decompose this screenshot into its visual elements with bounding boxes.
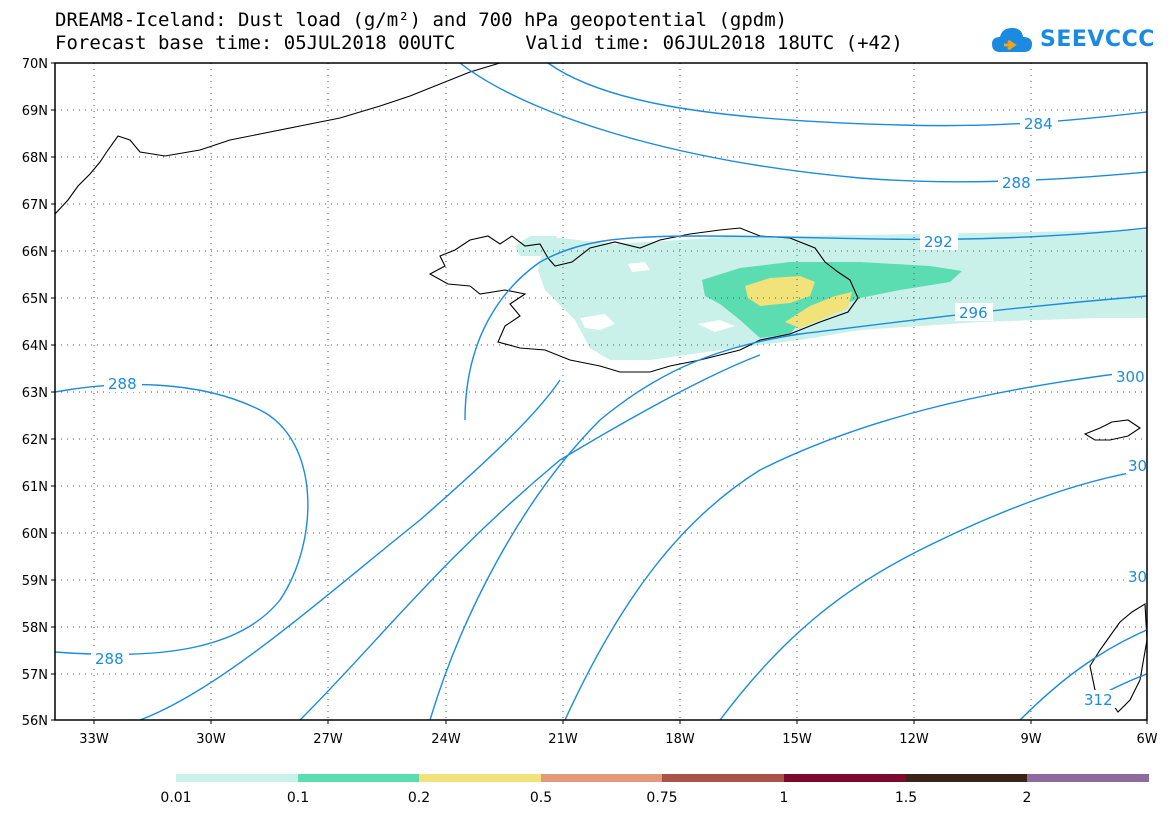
lat-label: 68N xyxy=(22,151,48,166)
lat-label: 62N xyxy=(22,433,48,448)
colorbar-swatch xyxy=(906,774,1027,782)
colorbar-label: 0.1 xyxy=(287,790,309,806)
colorbar-label: 0.75 xyxy=(646,790,677,806)
lat-label: 61N xyxy=(22,480,48,495)
colorbar-label: 0.2 xyxy=(408,790,430,806)
colorbar xyxy=(176,774,1149,782)
contour-label-284: 284 xyxy=(1024,115,1053,133)
logo-text: SEEVCCC xyxy=(1040,26,1155,52)
gridlines xyxy=(55,63,1147,720)
contour-288-north xyxy=(459,62,1148,183)
contour-308 xyxy=(1019,629,1148,721)
latitude-labels: 56N 57N 58N 59N 60N 61N 62N 63N 64N 65N … xyxy=(22,57,48,729)
contour-292 xyxy=(464,227,1148,421)
faroe-shetland-coastline xyxy=(1083,419,1141,441)
lat-label: 69N xyxy=(22,104,48,119)
contour-label-288-north: 288 xyxy=(1002,174,1031,192)
dust-0.01-wisp xyxy=(515,236,560,256)
colorbar-swatch xyxy=(1027,774,1149,782)
lat-label: 59N xyxy=(22,574,48,589)
colorbar-swatch xyxy=(419,774,541,782)
contour-300-south xyxy=(139,379,561,721)
lat-label: 57N xyxy=(22,668,48,683)
contour-296 xyxy=(429,295,1148,721)
contour-label-288-southwest: 288 xyxy=(95,650,124,668)
lat-label: 58N xyxy=(22,621,48,636)
lat-label: 60N xyxy=(22,527,48,542)
contour-label-300: 300 xyxy=(1116,368,1145,386)
colorbar-swatch xyxy=(298,774,419,782)
colorbar-swatch xyxy=(662,774,784,782)
valid-time: Valid time: 06JUL2018 18UTC (+42) xyxy=(525,32,903,54)
lat-label: 63N xyxy=(22,386,48,401)
colorbar-label: 1.5 xyxy=(895,790,917,806)
contour-label-312: 312 xyxy=(1084,691,1113,709)
lon-label: 12W xyxy=(899,732,929,747)
lon-label: 33W xyxy=(79,732,109,747)
contour-labels: 284 288 292 296 300 30 30 312 288 288 xyxy=(91,114,1150,709)
contour-300 xyxy=(564,369,1148,721)
dust-0.2-area-north xyxy=(745,276,815,306)
dust-0.2-area-south xyxy=(785,292,852,328)
lon-label: 6W xyxy=(1136,732,1157,747)
lon-label: 24W xyxy=(431,732,461,747)
lon-label: 27W xyxy=(313,732,343,747)
contour-label-304: 30 xyxy=(1128,457,1147,475)
lat-label: 67N xyxy=(22,198,48,213)
contour-label-296: 296 xyxy=(959,304,988,322)
contour-284 xyxy=(547,62,1148,127)
dust-field xyxy=(515,230,1147,360)
lat-label: 64N xyxy=(22,339,48,354)
contour-312 xyxy=(299,354,761,721)
lat-label: 65N xyxy=(22,292,48,307)
contour-label-288-west: 288 xyxy=(108,375,137,393)
greenland-coastline xyxy=(54,62,501,215)
contour-label-292: 292 xyxy=(924,233,953,251)
colorbar-swatch xyxy=(541,774,662,782)
coastlines xyxy=(54,62,1148,713)
colorbar-label: 0.5 xyxy=(530,790,552,806)
contour-288-west xyxy=(54,383,309,656)
colorbar-label: 1 xyxy=(780,790,789,806)
seevccc-logo: SEEVCCC xyxy=(990,22,1155,56)
base-time: Forecast base time: 05JUL2018 00UTC xyxy=(55,32,456,54)
map-subtitle: Forecast base time: 05JUL2018 00UTC Valid… xyxy=(55,33,903,53)
longitude-labels: 33W 30W 27W 24W 21W 18W 15W 12W 9W 6W xyxy=(79,732,1157,747)
contour-304 xyxy=(719,469,1148,721)
colorbar-label: 0.01 xyxy=(160,790,191,806)
colorbar-labels: 0.01 0.1 0.2 0.5 0.75 1 1.5 2 xyxy=(160,790,1031,806)
colorbar-swatch xyxy=(784,774,906,782)
colorbar-label: 2 xyxy=(1023,790,1032,806)
lat-label: 70N xyxy=(22,57,48,72)
dust-gap-2 xyxy=(698,320,735,332)
colorbar-swatch xyxy=(176,774,298,782)
dust-gap xyxy=(580,314,615,330)
dust-gap-3 xyxy=(628,262,650,272)
lon-label: 30W xyxy=(196,732,226,747)
cloud-logo-icon xyxy=(992,28,1032,52)
lat-label: 56N xyxy=(22,714,48,729)
lon-label: 21W xyxy=(548,732,578,747)
lon-label: 15W xyxy=(782,732,812,747)
lon-label: 9W xyxy=(1020,732,1041,747)
lon-label: 18W xyxy=(665,732,695,747)
tick-marks xyxy=(51,62,1148,724)
lat-label: 66N xyxy=(22,245,48,260)
contour-label-308: 30 xyxy=(1128,568,1147,586)
map-title: DREAM8-Iceland: Dust load (g/m²) and 700… xyxy=(55,9,788,31)
iceland-coastline xyxy=(428,227,859,373)
